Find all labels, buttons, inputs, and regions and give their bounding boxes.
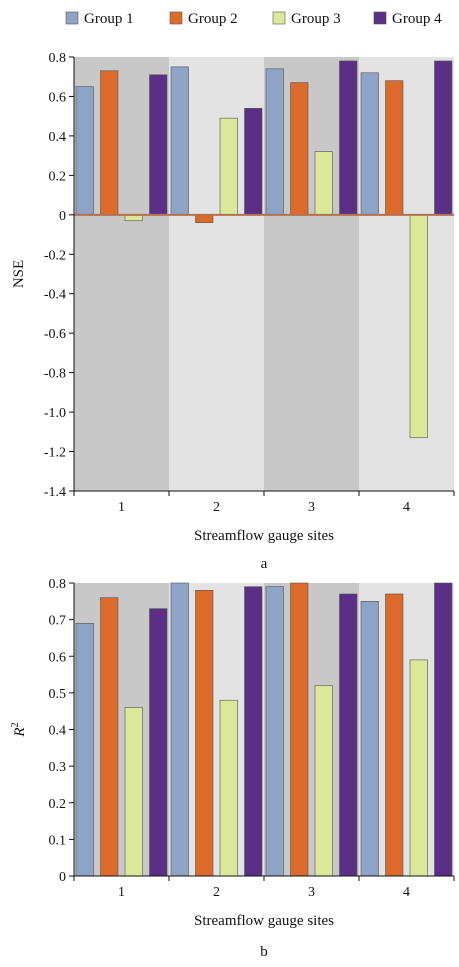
bar-group-2-site-1 [100,70,119,216]
bar-group-3-site-4 [409,659,428,877]
y-axis-title: R2 [10,722,28,737]
bar-group-2-site-1 [100,597,119,877]
bar-group-4-site-3 [339,593,358,877]
y-tick-label: 0.8 [49,577,67,592]
y-axis-title-superscript: 2 [10,722,21,727]
y-tick-label: -0.2 [44,248,66,263]
legend-swatch [373,11,387,25]
bar-group-2-site-2 [195,214,214,224]
bar-group-1-site-1 [75,622,94,877]
x-tick-label: 4 [403,500,410,515]
legend-label: Group 2 [188,11,238,27]
y-tick-label: -1.0 [44,406,66,421]
bar-group-3-site-2 [219,699,238,877]
bar-group-2-site-4 [385,80,404,216]
bar-group-2-site-2 [195,590,214,877]
bar-group-1-site-4 [360,601,379,877]
bar-group-4-site-2 [244,107,263,216]
chart-panel-a: 0.8 0.6 0.4 0.2 0 -0.2 -0.4 -0.6 -0.8 -1.0 -1.2 -1.… [11,51,455,572]
legend-swatch [65,11,79,25]
y-tick-label: -0.4 [44,288,66,303]
panel-label: a [261,556,268,572]
x-tick-label: 3 [308,885,315,900]
y-tick-label: 0.6 [49,90,67,105]
bar-group-2-site-3 [290,582,309,877]
legend-swatch [169,11,183,25]
y-tick-label: 0.2 [49,797,67,812]
x-tick-label: 1 [118,885,125,900]
bar-group-3-site-1 [124,707,143,877]
legend-item-group-2: Group 2 [169,11,238,27]
y-tick-label: 0.2 [49,169,67,184]
legend-item-group-4: Group 4 [373,11,442,27]
x-tick-label: 3 [308,500,315,515]
x-tick-label: 4 [403,885,410,900]
y-tick-label: 0.7 [49,614,67,629]
y-tick-label: 0.5 [49,687,67,702]
bar-group-4-site-2 [244,586,263,877]
bar-group-3-site-3 [314,151,333,216]
bar-group-4-site-1 [149,74,168,216]
x-axis-title: Streamflow gauge sites [194,913,334,929]
x-tick-label: 1 [118,500,125,515]
bar-group-1-site-4 [360,72,379,216]
y-tick-label: 0 [59,209,66,224]
bar-group-2-site-4 [385,593,404,877]
y-tick-label: 0.8 [49,51,67,66]
y-tick-label: 0.4 [49,130,67,145]
y-tick-label: 0.6 [49,650,67,665]
bar-group-3-site-2 [219,117,238,216]
legend-item-group-3: Group 3 [272,11,341,27]
legend-swatch [272,11,286,25]
y-tick-label: 0.4 [49,724,67,739]
bar-group-4-site-1 [149,608,168,877]
bar-group-4-site-4 [434,60,453,216]
bar-group-1-site-2 [170,582,189,877]
legend: Group 1 Group 2 Group 3 Group 4 [65,11,442,27]
bar-group-1-site-3 [265,586,284,877]
bar-group-4-site-3 [339,60,358,216]
x-axis-title: Streamflow gauge sites [194,528,334,544]
y-tick-label: -0.6 [44,327,66,342]
y-tick-label: 0 [59,870,66,885]
bar-group-3-site-3 [314,685,333,877]
bar-group-1-site-3 [265,68,284,216]
bar-group-1-site-1 [75,86,94,216]
y-tick-label: -1.2 [44,446,66,461]
x-tick-label: 2 [213,500,220,515]
y-axis-title: NSE [11,260,27,288]
chart-panel-b: 0.8 0.7 0.6 0.5 0.4 0.3 0.2 0.1 0 1 2 3 4 Streamflow … [10,577,455,960]
y-tick-label: -0.8 [44,367,66,382]
x-tick-label: 2 [213,885,220,900]
legend-item-group-1: Group 1 [65,11,134,27]
bar-group-3-site-4 [409,214,428,439]
y-tick-label: 0.1 [49,833,67,848]
bar-group-4-site-4 [434,582,453,877]
legend-label: Group 3 [291,11,341,27]
bar-group-2-site-3 [290,82,309,216]
legend-label: Group 4 [392,11,442,27]
legend-label: Group 1 [84,11,134,27]
bar-group-1-site-2 [170,66,189,216]
y-tick-label: -1.4 [44,485,66,500]
panel-label: b [260,944,268,960]
y-tick-label: 0.3 [49,760,67,775]
